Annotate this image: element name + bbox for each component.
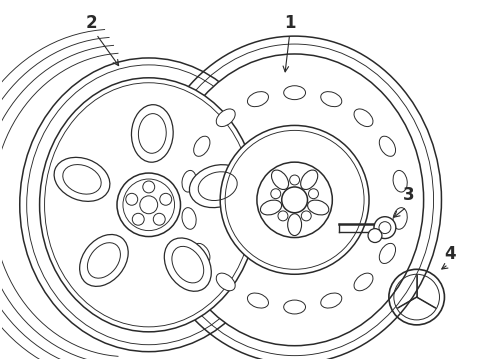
Ellipse shape xyxy=(40,78,258,332)
Ellipse shape xyxy=(182,170,196,192)
Ellipse shape xyxy=(131,105,173,162)
Ellipse shape xyxy=(220,125,369,274)
Ellipse shape xyxy=(166,54,424,346)
Ellipse shape xyxy=(216,109,235,127)
Ellipse shape xyxy=(393,208,407,229)
Ellipse shape xyxy=(368,229,382,243)
Ellipse shape xyxy=(354,273,373,291)
Ellipse shape xyxy=(54,157,110,201)
Ellipse shape xyxy=(379,136,395,156)
Ellipse shape xyxy=(284,86,306,100)
Ellipse shape xyxy=(374,217,396,239)
Ellipse shape xyxy=(354,109,373,127)
Ellipse shape xyxy=(247,92,269,107)
Ellipse shape xyxy=(117,173,180,237)
Ellipse shape xyxy=(284,300,306,314)
Ellipse shape xyxy=(194,136,210,156)
Ellipse shape xyxy=(379,243,395,264)
Text: 4: 4 xyxy=(444,246,456,264)
Ellipse shape xyxy=(164,238,211,291)
Ellipse shape xyxy=(216,273,235,291)
Ellipse shape xyxy=(321,293,342,308)
Text: 3: 3 xyxy=(403,186,415,204)
Ellipse shape xyxy=(182,208,196,229)
Text: 1: 1 xyxy=(284,14,295,32)
Ellipse shape xyxy=(393,170,407,192)
Ellipse shape xyxy=(321,92,342,107)
Ellipse shape xyxy=(190,165,246,208)
Text: 2: 2 xyxy=(85,14,97,32)
Ellipse shape xyxy=(80,234,128,286)
Ellipse shape xyxy=(194,243,210,264)
Ellipse shape xyxy=(247,293,269,308)
